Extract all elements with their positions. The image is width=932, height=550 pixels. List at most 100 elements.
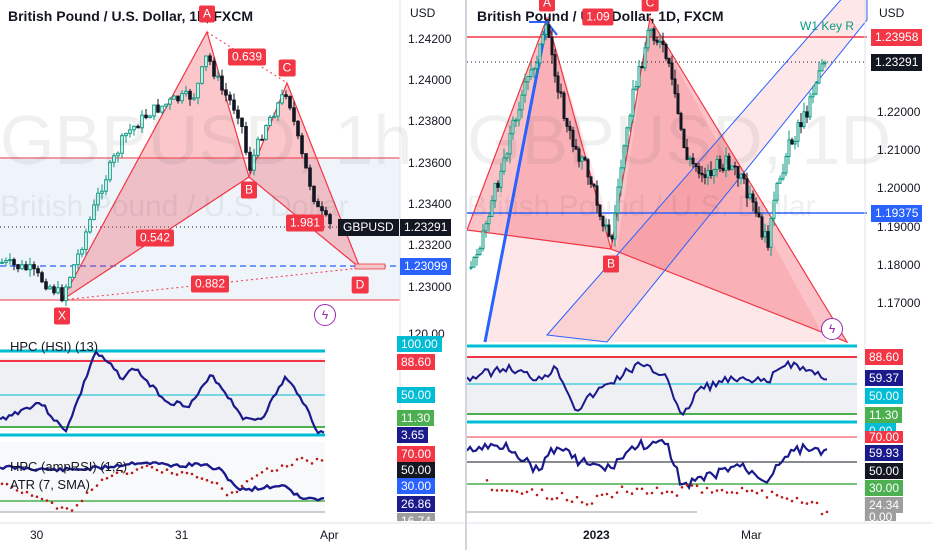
atr-dot	[505, 489, 509, 493]
atr-dot	[715, 489, 719, 492]
ratio-ac: 0.639	[227, 48, 267, 66]
candle	[628, 115, 632, 129]
candle	[682, 128, 686, 149]
amprsi-dot	[135, 468, 139, 471]
indicator-atr-label[interactable]: ATR (7, SMA)	[10, 477, 90, 492]
hsi-badge: 11.30	[397, 410, 435, 426]
candle	[553, 54, 557, 77]
candle	[742, 173, 746, 180]
candle	[814, 82, 818, 95]
amprsi-badge: 50.00	[865, 463, 904, 479]
atr-dot	[745, 489, 749, 493]
candle	[781, 172, 785, 180]
hsi-badge: 11.30	[865, 407, 903, 423]
amprsi-dot	[25, 490, 29, 494]
amprsi-dot	[115, 471, 119, 475]
candle	[228, 94, 232, 101]
candle	[260, 138, 264, 141]
atr-dot	[690, 484, 694, 487]
hsi-line	[0, 349, 325, 435]
amprsi-dot	[320, 459, 324, 462]
indicator-amprsi-label[interactable]: HPC (ampRSI) (1,2)	[10, 459, 128, 474]
candle	[664, 43, 668, 59]
right-chart-pane[interactable]: GBPUSD, 1D British Pound / U.S. Dollar B…	[467, 0, 932, 550]
candle	[76, 253, 80, 266]
left-chart-pane[interactable]: GBPUSD, 1h British Pound / U.S. Dollar B…	[0, 0, 465, 550]
candle	[212, 60, 216, 77]
candle	[8, 259, 12, 262]
candle	[673, 78, 677, 95]
indicator-hsi-label[interactable]: HPC (HSI) (13)	[10, 339, 99, 354]
candle	[529, 69, 533, 77]
amprsi-dot	[280, 464, 284, 467]
candle	[700, 172, 704, 176]
amprsi-dot	[305, 459, 309, 462]
atr-dot	[775, 493, 779, 497]
candle	[631, 88, 635, 117]
hsi-line	[467, 359, 828, 417]
hsi-badge: 59.37	[865, 370, 904, 386]
atr-dot	[525, 490, 529, 494]
amprsi-dot	[85, 491, 89, 494]
ratio-xb: 0.542	[135, 229, 175, 247]
amprsi-dot	[230, 491, 234, 494]
candle	[96, 192, 100, 206]
atr-dot	[585, 503, 589, 506]
candle	[478, 248, 482, 255]
candle	[264, 125, 268, 140]
candle	[790, 139, 794, 145]
right-chart-canvas[interactable]	[467, 0, 932, 550]
amprsi-dot	[90, 488, 94, 492]
candle	[757, 212, 761, 218]
candle	[517, 109, 521, 121]
candle	[799, 122, 803, 128]
candle	[116, 152, 120, 157]
hsi-badge: 88.60	[865, 349, 904, 365]
amprsi-dot	[220, 487, 224, 490]
pane-divider[interactable]	[465, 0, 467, 550]
atr-dot	[675, 494, 679, 497]
candle	[288, 95, 292, 109]
amprsi-dot	[60, 506, 64, 509]
amprsi-dot	[65, 507, 69, 510]
candle	[550, 36, 554, 56]
candle	[601, 215, 605, 227]
amprsi-dot	[10, 485, 14, 489]
candle	[667, 57, 671, 64]
amprsi-dot	[300, 456, 304, 460]
candle	[244, 126, 248, 153]
flash-icon[interactable]: ϟ	[314, 304, 336, 326]
atr-dot	[590, 502, 594, 505]
candle	[532, 67, 536, 71]
candle	[604, 224, 608, 227]
candle	[772, 199, 776, 219]
amprsi-badge: 59.93	[865, 445, 904, 461]
atr-dot	[810, 500, 814, 504]
candle	[778, 178, 782, 184]
pattern-point-a: A	[538, 0, 556, 12]
amprsi-dot	[215, 481, 219, 485]
candle	[472, 256, 476, 268]
atr-dot	[490, 488, 494, 492]
candle	[92, 204, 96, 220]
time-tick: Mar	[741, 528, 762, 542]
time-tick: Apr	[320, 528, 339, 542]
candle	[276, 102, 280, 117]
atr-dot	[725, 491, 729, 494]
candle	[144, 114, 148, 119]
candle	[634, 86, 638, 90]
atr-dot	[635, 487, 639, 491]
candle	[595, 185, 599, 206]
amprsi-dot	[20, 491, 24, 495]
amprsi-badge: 30.00	[397, 478, 436, 494]
atr-dot	[750, 489, 754, 493]
candle	[565, 117, 569, 127]
pattern-point-d: D	[351, 276, 369, 294]
candle	[592, 183, 596, 187]
flash-icon[interactable]: ϟ	[821, 318, 843, 340]
candle	[112, 155, 116, 163]
atr-dot	[800, 501, 804, 504]
candle	[200, 66, 204, 84]
price-tick: 1.19000	[877, 220, 921, 234]
candle	[697, 166, 701, 174]
